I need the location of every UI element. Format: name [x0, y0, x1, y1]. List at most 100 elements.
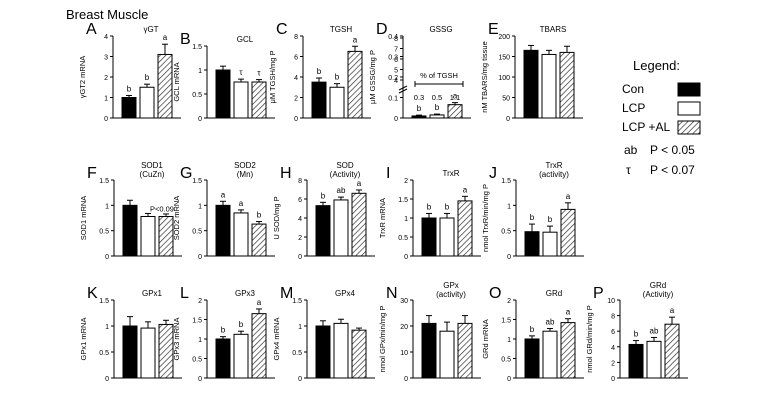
y-tick-label: 1	[298, 324, 302, 331]
panel-subtitle: (Activity)	[330, 170, 361, 179]
y-tick-label: 8	[611, 314, 615, 321]
y-tick-upper-label: 7	[394, 47, 398, 54]
panel-subtitle: (activity)	[436, 290, 466, 299]
bar-lcp-al	[251, 223, 267, 257]
bar-lcp-al	[158, 323, 174, 379]
y-tick-label: 2	[611, 360, 615, 367]
y-tick-label: 0.2	[388, 75, 398, 82]
legend-swatch-lcp	[677, 101, 701, 116]
significance-label: b	[530, 325, 535, 334]
panel-subtitle: (activity)	[539, 170, 569, 179]
y-tick-label: 0.5	[192, 229, 202, 236]
inset-label: % of TGSH	[420, 71, 458, 80]
panel-letter: K	[87, 285, 98, 302]
bar-con	[628, 343, 644, 379]
y-tick-label: 4	[298, 216, 302, 223]
panel-k: K GPx1 0 0.5 1 1.5 GPx1 mRNA	[79, 285, 182, 383]
y-tick-label: 6	[294, 55, 298, 62]
axis-break	[398, 85, 408, 91]
panel-title: SOD	[336, 161, 354, 170]
significance-label: b	[634, 330, 639, 339]
bar-lcp-al	[157, 53, 173, 119]
bar-lcp	[646, 340, 662, 379]
y-tick-label: 0	[611, 376, 615, 383]
y-tick-label: 0	[105, 254, 109, 261]
y-tick-label: 100	[498, 75, 510, 82]
panel-letter: B	[180, 31, 191, 48]
legend: Legend: Con LCP LCP +AL ab P < 0.05 τ P …	[622, 58, 701, 177]
y-axis-label: μM GSSG/mg P	[368, 50, 377, 104]
y-tick-label: 1.5	[99, 298, 109, 305]
y-tick-label: 0.5	[192, 92, 202, 99]
y-tick-label: 0.5	[501, 229, 511, 236]
significance-label: ab	[546, 317, 555, 326]
y-tick-label: 0	[105, 376, 109, 383]
y-tick-label: 0	[404, 254, 408, 261]
panel-letter: N	[386, 285, 398, 302]
legend-label-lcp: LCP	[622, 101, 645, 115]
bar-lcp-al	[457, 322, 473, 379]
y-tick-label: 0.5	[398, 235, 408, 242]
figure-title: Breast Muscle	[66, 7, 148, 22]
significance-label: b	[435, 103, 440, 112]
y-tick-label: 30	[400, 298, 408, 305]
y-tick-label: 10	[607, 298, 615, 305]
y-tick-label: 2	[294, 96, 298, 103]
y-tick-label: 0	[298, 254, 302, 261]
panel-title: GPx4	[335, 289, 356, 298]
significance-label: b	[321, 191, 326, 200]
bar-con	[215, 69, 231, 119]
panel-letter: F	[87, 165, 97, 182]
bar-lcp-al	[351, 329, 367, 379]
panel-letter: O	[489, 285, 501, 302]
panel-letter: E	[488, 21, 499, 38]
panel-c: C TGSH 0 2 4 6 8 μM TGSH/mg P b b a	[268, 21, 371, 123]
panel-title: TrxR	[442, 169, 459, 178]
panel-b: B GCL 0 0.5 1 1.5 GCL mRNA τ τ	[172, 31, 275, 123]
panel-letter: I	[386, 165, 390, 182]
bar-lcp	[333, 199, 349, 257]
y-tick-label: 2	[298, 235, 302, 242]
panel-title: TrxR	[545, 161, 562, 170]
y-tick-label: 8	[294, 34, 298, 41]
y-tick-label: 1	[507, 337, 511, 344]
bar-con	[122, 204, 138, 257]
y-tick-label: 1.5	[192, 178, 202, 185]
panel-title: GPx3	[235, 289, 256, 298]
y-tick-label: 1	[198, 203, 202, 210]
panel-letter: D	[376, 21, 388, 38]
bar-con	[421, 217, 437, 257]
bar-lcp	[233, 333, 249, 379]
axis-break	[398, 88, 408, 94]
significance-label: a	[357, 179, 362, 188]
y-tick-label: 0	[507, 254, 511, 261]
legend-note-symbol-tau: τ	[626, 163, 631, 177]
y-tick-label: 1.5	[292, 298, 302, 305]
panel-m: M GPx4 0 0.5 1 1.5 GPx4 mRNA	[272, 285, 375, 383]
significance-label: a	[463, 185, 468, 194]
bar-con	[524, 338, 540, 379]
bar-lcp	[542, 330, 558, 379]
y-axis-label: TrxR mRNA	[378, 198, 387, 238]
panel-p: P GRd(Activity) 0 2 4 6 8 10 nmol GRd/min/mg P b a…	[585, 281, 688, 383]
bar-lcp-al	[560, 322, 576, 379]
y-tick-label: 200	[498, 34, 510, 41]
y-axis-label: SOD1 mRNA	[79, 196, 88, 241]
bar-con	[215, 338, 231, 379]
panel-title: GCL	[237, 35, 254, 44]
bar-con	[421, 322, 437, 379]
y-axis-label: nM TBARS/mg tissue	[480, 41, 489, 113]
significance-label: a	[257, 298, 262, 307]
panel-h: H SOD(Activity) 0 2 4 6 8 U SOD/mg P b ab a	[272, 161, 375, 261]
bar-lcp-al	[251, 81, 267, 119]
y-tick-label: 4	[294, 75, 298, 82]
y-tick-label: 0.5	[501, 357, 511, 364]
y-axis-label: nmol GPx/min/mg P	[378, 306, 387, 373]
significance-label: b	[145, 73, 150, 82]
bar-lcp-al	[251, 313, 267, 379]
bar-lcp-al	[664, 323, 680, 379]
panel-title: GRd	[546, 289, 562, 298]
y-tick-upper-label: 5	[394, 68, 398, 75]
